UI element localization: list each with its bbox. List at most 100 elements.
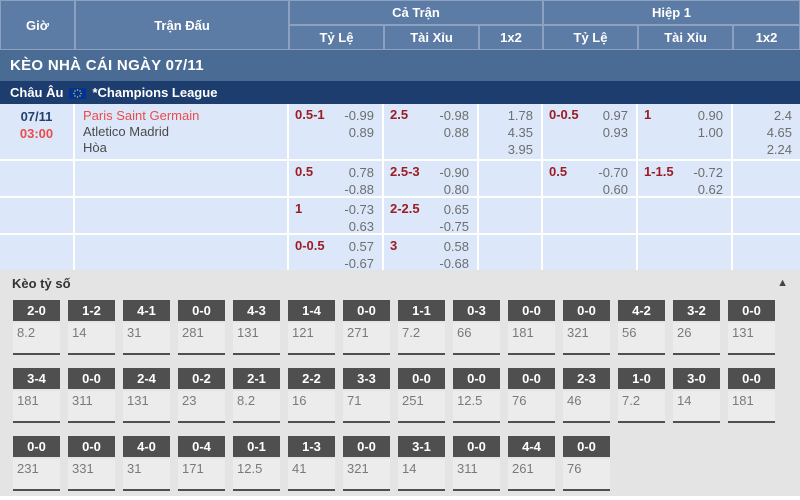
score-odds[interactable]: 251 <box>398 391 445 423</box>
score-odds[interactable]: 131 <box>728 323 775 355</box>
score-odds[interactable]: 12.5 <box>453 391 500 423</box>
ft-hdp-cell[interactable]: 0-0.5 0.57 -0.67 <box>289 235 382 271</box>
ft-ou-cell[interactable]: 2.5-3 -0.90 0.80 <box>384 161 477 197</box>
score-bet-box[interactable]: 3-3 71 <box>343 368 390 423</box>
h1-ou-cell[interactable] <box>638 198 731 233</box>
odd-value[interactable]: -0.90 <box>439 165 469 180</box>
score-odds[interactable]: 76 <box>508 391 555 423</box>
score-bet-box[interactable]: 0-0 251 <box>398 368 445 423</box>
odd-value[interactable]: 1.78 <box>507 108 533 123</box>
ft-ou-cell[interactable]: 3 0.58 -0.68 <box>384 235 477 271</box>
score-bet-box[interactable]: 0-0 76 <box>508 368 555 423</box>
h1-1x2-cell[interactable] <box>733 161 800 196</box>
odd-value[interactable]: 4.35 <box>507 125 533 140</box>
odd-value[interactable]: 4.65 <box>766 125 792 140</box>
odd-value[interactable]: 0.60 <box>602 182 628 197</box>
score-bet-box[interactable]: 2-2 16 <box>288 368 335 423</box>
score-odds[interactable]: 131 <box>233 323 280 355</box>
h1-hdp-cell[interactable]: 0.5 -0.70 0.60 <box>543 161 636 197</box>
score-bet-box[interactable]: 0-2 23 <box>178 368 225 423</box>
score-odds[interactable]: 16 <box>288 391 335 423</box>
score-bet-box[interactable]: 0-0 281 <box>178 300 225 355</box>
odd-value[interactable]: 2.4 <box>773 108 792 123</box>
score-bet-box[interactable]: 4-3 131 <box>233 300 280 355</box>
score-bet-box[interactable]: 1-1 7.2 <box>398 300 445 355</box>
score-bet-box[interactable]: 0-0 231 <box>13 436 60 491</box>
odd-value[interactable]: 0.58 <box>443 239 469 254</box>
match-teams-cell[interactable]: Paris Saint Germain Atletico Madrid Hòa <box>75 104 287 159</box>
odd-value[interactable]: 3.95 <box>507 142 533 157</box>
score-odds[interactable]: 261 <box>508 459 555 491</box>
odd-value[interactable]: -0.70 <box>598 165 628 180</box>
odd-value[interactable]: -0.72 <box>693 165 723 180</box>
score-bet-box[interactable]: 0-0 181 <box>728 368 775 423</box>
score-odds[interactable]: 321 <box>343 459 390 491</box>
score-bet-box[interactable]: 2-3 46 <box>563 368 610 423</box>
score-bet-box[interactable]: 0-3 66 <box>453 300 500 355</box>
score-odds[interactable]: 181 <box>13 391 60 423</box>
score-odds[interactable]: 321 <box>563 323 610 355</box>
score-odds[interactable]: 311 <box>68 391 115 423</box>
score-odds[interactable]: 121 <box>288 323 335 355</box>
score-odds[interactable]: 23 <box>178 391 225 423</box>
ft-1x2-cell[interactable] <box>479 235 541 270</box>
h1-ou-cell[interactable]: 1-1.5 -0.72 0.62 <box>638 161 731 197</box>
ft-1x2-cell[interactable] <box>479 161 541 196</box>
score-odds[interactable]: 171 <box>178 459 225 491</box>
odd-value[interactable]: 0.78 <box>348 165 374 180</box>
score-odds[interactable]: 31 <box>123 323 170 355</box>
score-bet-box[interactable]: 0-0 331 <box>68 436 115 491</box>
h1-hdp-cell[interactable]: 0-0.5 0.97 0.93 <box>543 104 636 159</box>
home-team[interactable]: Paris Saint Germain <box>83 108 200 123</box>
score-bet-box[interactable]: 0-4 171 <box>178 436 225 491</box>
score-bet-box[interactable]: 0-0 311 <box>68 368 115 423</box>
score-odds[interactable]: 46 <box>563 391 610 423</box>
collapse-icon[interactable]: ▲ <box>777 277 788 289</box>
odd-value[interactable]: 0.63 <box>348 219 374 234</box>
score-bet-box[interactable]: 0-0 321 <box>563 300 610 355</box>
odd-value[interactable]: 0.93 <box>602 125 628 140</box>
score-odds[interactable]: 76 <box>563 459 610 491</box>
h1-ou-cell[interactable] <box>638 235 731 270</box>
h1-hdp-cell[interactable] <box>543 235 636 270</box>
score-odds[interactable]: 41 <box>288 459 335 491</box>
odd-value[interactable]: -0.67 <box>344 256 374 271</box>
odd-value[interactable]: -0.68 <box>439 256 469 271</box>
ft-hdp-cell[interactable]: 0.5 0.78 -0.88 <box>289 161 382 197</box>
score-bet-box[interactable]: 3-1 14 <box>398 436 445 491</box>
ft-hdp-cell[interactable]: 1 -0.73 0.63 <box>289 198 382 234</box>
odd-value[interactable]: -0.73 <box>344 202 374 217</box>
score-odds[interactable]: 31 <box>123 459 170 491</box>
score-odds[interactable]: 131 <box>123 391 170 423</box>
score-bet-box[interactable]: 1-3 41 <box>288 436 335 491</box>
ft-ou-cell[interactable]: 2-2.5 0.65 -0.75 <box>384 198 477 234</box>
odd-value[interactable]: 0.97 <box>602 108 628 123</box>
ft-1x2-cell[interactable]: 1.78 4.35 3.95 <box>479 104 541 159</box>
score-odds[interactable]: 12.5 <box>233 459 280 491</box>
odd-value[interactable]: 0.57 <box>348 239 374 254</box>
odd-value[interactable]: 0.62 <box>697 182 723 197</box>
score-bet-box[interactable]: 0-0 321 <box>343 436 390 491</box>
odd-value[interactable]: -0.98 <box>439 108 469 123</box>
h1-1x2-cell[interactable]: 2.4 4.65 2.24 <box>733 104 800 159</box>
h1-1x2-cell[interactable] <box>733 235 800 270</box>
odd-value[interactable]: -0.99 <box>344 108 374 123</box>
score-bet-box[interactable]: 3-4 181 <box>13 368 60 423</box>
score-bet-box[interactable]: 0-0 271 <box>343 300 390 355</box>
h1-hdp-cell[interactable] <box>543 198 636 233</box>
score-odds[interactable]: 66 <box>453 323 500 355</box>
score-odds[interactable]: 26 <box>673 323 720 355</box>
score-bet-box[interactable]: 0-0 131 <box>728 300 775 355</box>
score-bet-box[interactable]: 0-0 12.5 <box>453 368 500 423</box>
score-odds[interactable]: 14 <box>68 323 115 355</box>
h1-1x2-cell[interactable] <box>733 198 800 233</box>
ft-hdp-cell[interactable]: 0.5-1 -0.99 0.89 <box>289 104 382 159</box>
score-bet-box[interactable]: 0-0 76 <box>563 436 610 491</box>
score-odds[interactable]: 7.2 <box>398 323 445 355</box>
score-odds[interactable]: 311 <box>453 459 500 491</box>
score-bet-box[interactable]: 4-4 261 <box>508 436 555 491</box>
score-bet-box[interactable]: 3-0 14 <box>673 368 720 423</box>
score-bet-box[interactable]: 4-0 31 <box>123 436 170 491</box>
score-odds[interactable]: 7.2 <box>618 391 665 423</box>
score-bet-box[interactable]: 0-0 311 <box>453 436 500 491</box>
